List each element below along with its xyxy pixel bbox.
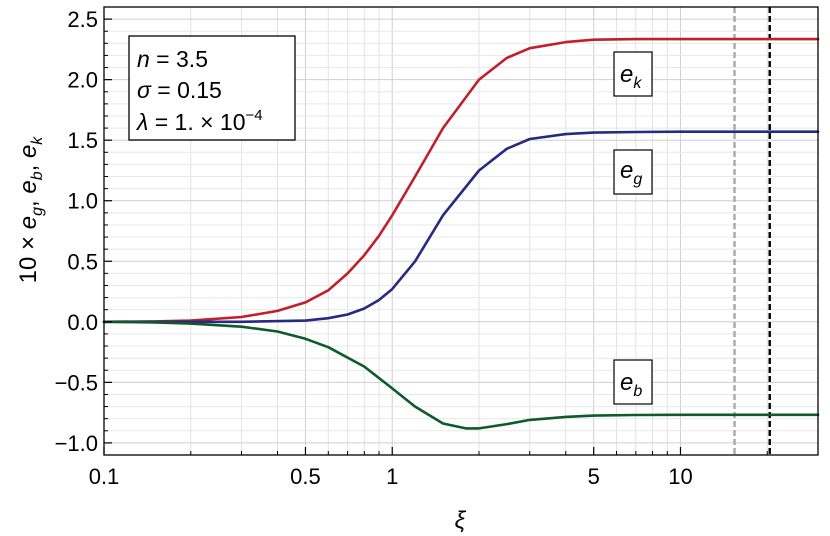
x-tick-label: 0.5: [290, 464, 321, 489]
series-label-eg: eg: [613, 149, 653, 195]
y-tick-label: −1.0: [55, 431, 98, 456]
y-axis-title-eb: e: [15, 180, 42, 193]
parameter-box-frame: [128, 35, 296, 141]
series-line-e-b: [102, 320, 820, 430]
y-axis-title-prefix: 10 ×: [15, 229, 42, 283]
series-label-eg-box: [613, 149, 653, 195]
param-n-symbol: n: [137, 46, 150, 72]
series-label-ek-base: e: [620, 61, 633, 88]
param-lambda: λ = 1. × 10−4: [135, 107, 263, 135]
series-label-eb-base: e: [620, 369, 633, 396]
series-label-eb-box: [613, 359, 653, 405]
series-line-e-k: [102, 37, 820, 324]
y-tick-label: −0.5: [55, 370, 98, 395]
param-lambda-exponent: −4: [246, 107, 263, 124]
series-label-eg-sub: g: [633, 171, 642, 188]
series-label-ek-box: [613, 51, 653, 97]
y-tick-label: 0.0: [67, 310, 98, 335]
y-tick-label: 2.5: [67, 7, 98, 32]
series-label-ek: ek: [613, 51, 653, 97]
series-label-eb: eb: [613, 359, 653, 405]
series-label-eb-text: eb: [620, 369, 642, 400]
series-label-ek-sub: k: [633, 75, 642, 92]
series-lines: [102, 37, 820, 430]
tick-labels: 0.1 0.5 1 5 10 −1.0 −0.5 0.0 0.5 1.0 1.5 2.0 2.5: [55, 7, 693, 489]
ticks: [103, 18, 768, 455]
param-sigma-value: = 0.15: [151, 77, 222, 103]
y-axis-title-ek: e: [15, 145, 42, 158]
series-label-eg-text: eg: [620, 157, 642, 188]
x-tick-label: 1: [386, 464, 398, 489]
parameter-box: n = 3.5 σ = 0.15 λ = 1. × 10−4: [128, 35, 296, 141]
reference-lines: [733, 7, 771, 455]
x-tick-label: 5: [588, 464, 600, 489]
x-tick-label: 0.1: [89, 464, 120, 489]
y-tick-label: 1.5: [67, 128, 98, 153]
series-label-ek-text: ek: [620, 61, 642, 92]
param-sigma-symbol: σ: [137, 77, 152, 103]
y-axis-title-eg-sub: g: [29, 207, 46, 216]
series-label-eb-sub: b: [633, 383, 642, 400]
y-axis-title: 10 × eg, eb, ek: [15, 136, 46, 284]
series-line-e-g: [102, 130, 820, 324]
y-axis-title-ek-sub: k: [29, 136, 46, 145]
y-axis-title-eb-sub: b: [29, 171, 46, 180]
y-tick-label: 2.0: [67, 68, 98, 93]
param-sigma: σ = 0.15: [137, 77, 222, 103]
param-lambda-value: = 1. × 10: [148, 109, 245, 135]
x-axis-title: ξ: [455, 507, 467, 534]
plot-frame: [103, 6, 819, 456]
series-label-eg-base: e: [620, 157, 633, 184]
param-n: n = 3.5: [137, 46, 208, 72]
y-tick-label: 0.5: [67, 249, 98, 274]
x-tick-label: 10: [668, 464, 692, 489]
y-tick-label: 1.0: [67, 189, 98, 214]
y-axis-title-eg: e: [15, 216, 42, 229]
param-lambda-symbol: λ: [135, 109, 148, 135]
param-n-value: = 3.5: [150, 46, 208, 72]
